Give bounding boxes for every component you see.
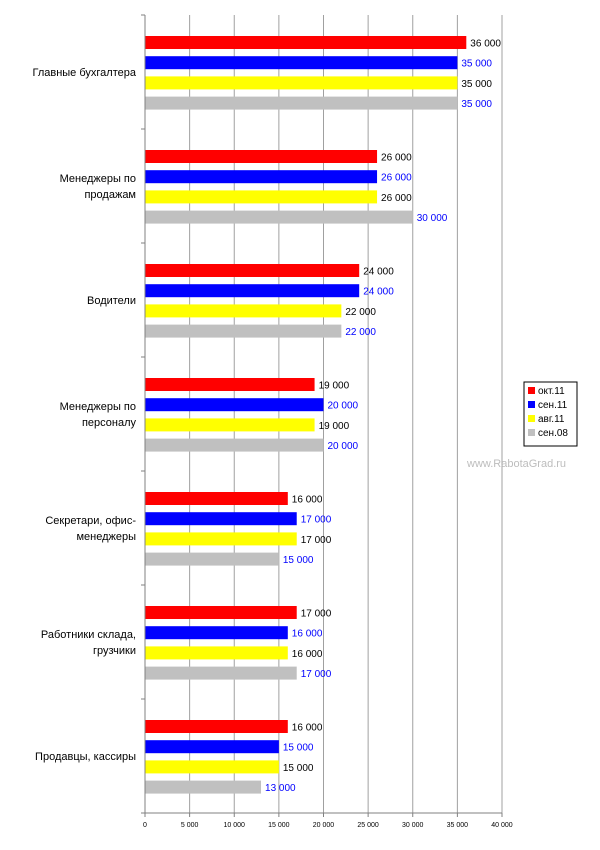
bar [145, 720, 288, 733]
data-label: 35 000 [461, 99, 492, 110]
data-label: 17 000 [301, 669, 332, 680]
data-label: 19 000 [319, 421, 350, 432]
data-label: 35 000 [461, 59, 492, 70]
watermark-text: www.RabotaGrad.ru [466, 458, 566, 470]
legend-swatch [528, 387, 535, 394]
category-label: Менеджеры по [60, 173, 136, 185]
gridlines [189, 15, 503, 813]
bar [145, 96, 458, 110]
x-tick-label: 20 000 [313, 822, 335, 829]
bar [145, 532, 297, 546]
data-label: 17 000 [301, 609, 332, 620]
bar [145, 378, 315, 391]
bar [145, 190, 378, 204]
data-label: 16 000 [292, 723, 323, 734]
bar [145, 606, 297, 619]
bars [145, 36, 467, 794]
data-label: 17 000 [301, 535, 332, 546]
data-label: 17 000 [301, 515, 332, 526]
x-tick-label: 35 000 [447, 822, 469, 829]
data-label: 24 000 [363, 287, 394, 298]
bar [145, 512, 297, 526]
data-label: 22 000 [345, 327, 376, 338]
bar [145, 626, 288, 640]
data-label: 13 000 [265, 783, 296, 794]
legend-swatch [528, 429, 535, 436]
x-tick-labels: 0 5 000 10 000 15 000 20 000 25 000 30 000 35 0… [143, 822, 513, 829]
x-tick-label: 30 000 [402, 822, 424, 829]
data-label: 20 000 [328, 441, 359, 452]
legend: окт.11 сен.11 авг.11 сен.08 [523, 381, 578, 447]
bar [145, 210, 413, 224]
bar [145, 398, 324, 412]
bar [145, 438, 324, 452]
bar [145, 740, 279, 754]
category-label: Секретари, офис- [45, 515, 136, 527]
category-label: Менеджеры по [60, 401, 136, 413]
bar [145, 666, 297, 680]
bar [145, 492, 288, 505]
bar [145, 780, 262, 794]
category-label: Продавцы, кассиры [35, 751, 136, 763]
data-label: 16 000 [292, 649, 323, 660]
bar [145, 150, 378, 163]
data-label: 30 000 [417, 213, 448, 224]
bar [145, 324, 342, 338]
data-label: 36 000 [470, 39, 501, 50]
data-label: 20 000 [328, 401, 359, 412]
bar [145, 264, 360, 277]
bar [145, 170, 378, 184]
axes [141, 14, 503, 817]
category-label: Работники склада, [41, 629, 136, 641]
legend-label: окт.11 [538, 386, 565, 397]
x-tick-label: 40 000 [491, 822, 513, 829]
category-label: грузчики [93, 645, 136, 657]
category-label: Водители [87, 295, 136, 307]
x-tick-label: 5 000 [181, 822, 199, 829]
data-labels: 36 000 35 000 35 000 35 000 26 000 26 000 26 0… [265, 39, 501, 795]
x-tick-label: 15 000 [268, 822, 290, 829]
data-label: 15 000 [283, 763, 314, 774]
category-label: персоналу [82, 417, 137, 429]
category-label: Главные бухгалтера [32, 67, 136, 79]
data-label: 16 000 [292, 495, 323, 506]
bar [145, 418, 315, 432]
bar [145, 284, 360, 298]
bar [145, 36, 467, 49]
legend-label: сен.11 [538, 400, 568, 411]
legend-swatch [528, 401, 535, 408]
bar [145, 552, 279, 566]
data-label: 19 000 [319, 381, 350, 392]
bar [145, 760, 279, 774]
data-label: 24 000 [363, 267, 394, 278]
data-label: 15 000 [283, 555, 314, 566]
data-label: 15 000 [283, 743, 314, 754]
category-label: продажам [84, 189, 136, 201]
category-labels: Главные бухгалтера Менеджеры по продажам Во… [32, 67, 136, 763]
legend-label: сен.08 [538, 428, 568, 439]
bar [145, 76, 458, 90]
legend-label: авг.11 [538, 414, 565, 425]
bar [145, 56, 458, 70]
legend-swatch [528, 415, 535, 422]
bar [145, 646, 288, 660]
category-label: менеджеры [76, 531, 136, 543]
data-label: 16 000 [292, 629, 323, 640]
data-label: 26 000 [381, 153, 412, 164]
data-label: 26 000 [381, 193, 412, 204]
x-tick-label: 10 000 [224, 822, 246, 829]
x-tick-label: 25 000 [357, 822, 379, 829]
data-label: 22 000 [345, 307, 376, 318]
data-label: 26 000 [381, 173, 412, 184]
data-label: 35 000 [461, 79, 492, 90]
x-tick-label: 0 [143, 822, 147, 829]
bar [145, 304, 342, 318]
